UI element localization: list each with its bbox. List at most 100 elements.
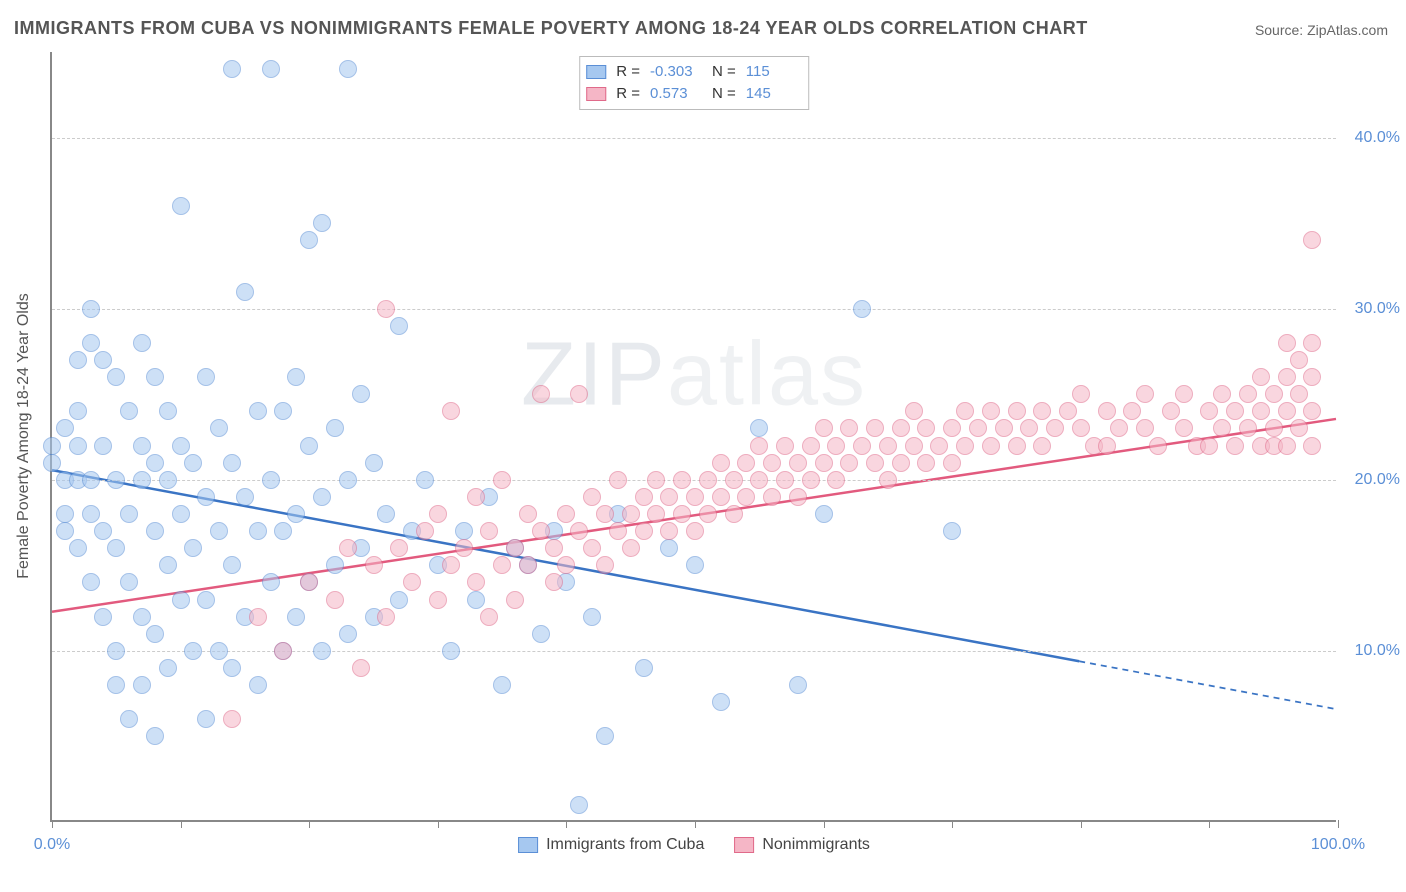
data-point [262, 471, 280, 489]
data-point [467, 488, 485, 506]
data-point [1110, 419, 1128, 437]
swatch-icon [586, 65, 606, 79]
data-point [943, 419, 961, 437]
source-credit: Source: ZipAtlas.com [1255, 22, 1388, 38]
data-point [583, 608, 601, 626]
data-point [223, 454, 241, 472]
data-point [982, 402, 1000, 420]
data-point [43, 437, 61, 455]
x-tick [309, 820, 310, 828]
swatch-icon [518, 837, 538, 853]
data-point [557, 505, 575, 523]
data-point [172, 197, 190, 215]
data-point [300, 231, 318, 249]
data-point [120, 710, 138, 728]
data-point [1265, 385, 1283, 403]
data-point [1059, 402, 1077, 420]
data-point [789, 454, 807, 472]
data-point [827, 437, 845, 455]
x-tick [1081, 820, 1082, 828]
data-point [596, 505, 614, 523]
data-point [969, 419, 987, 437]
legend-item-0: Immigrants from Cuba [518, 836, 704, 854]
data-point [159, 402, 177, 420]
data-point [532, 522, 550, 540]
data-point [326, 556, 344, 574]
data-point [532, 385, 550, 403]
data-point [776, 437, 794, 455]
x-tick [52, 820, 53, 828]
data-point [1239, 419, 1257, 437]
data-point [339, 60, 357, 78]
data-point [789, 488, 807, 506]
data-point [622, 539, 640, 557]
data-point [69, 402, 87, 420]
data-point [467, 573, 485, 591]
data-point [210, 419, 228, 437]
data-point [1033, 402, 1051, 420]
data-point [930, 437, 948, 455]
data-point [339, 471, 357, 489]
data-point [879, 437, 897, 455]
data-point [172, 505, 190, 523]
data-point [442, 402, 460, 420]
data-point [1098, 402, 1116, 420]
data-point [56, 419, 74, 437]
data-point [480, 608, 498, 626]
data-point [1072, 385, 1090, 403]
data-point [326, 419, 344, 437]
data-point [635, 659, 653, 677]
data-point [429, 505, 447, 523]
data-point [1072, 419, 1090, 437]
data-point [184, 454, 202, 472]
n-label: N = [712, 61, 736, 83]
data-point [737, 488, 755, 506]
data-point [223, 60, 241, 78]
y-tick-label: 30.0% [1355, 300, 1400, 318]
data-point [1213, 419, 1231, 437]
data-point [660, 539, 678, 557]
data-point [1162, 402, 1180, 420]
data-point [1278, 334, 1296, 352]
data-point [352, 659, 370, 677]
data-point [82, 300, 100, 318]
data-point [725, 505, 743, 523]
data-point [815, 419, 833, 437]
data-point [197, 368, 215, 386]
data-point [917, 454, 935, 472]
data-point [1303, 402, 1321, 420]
data-point [493, 676, 511, 694]
legend-label: Immigrants from Cuba [546, 836, 704, 854]
data-point [210, 522, 228, 540]
data-point [635, 488, 653, 506]
data-point [956, 402, 974, 420]
data-point [159, 556, 177, 574]
chart-container: IMMIGRANTS FROM CUBA VS NONIMMIGRANTS FE… [0, 0, 1406, 892]
data-point [339, 625, 357, 643]
n-value: 115 [746, 61, 798, 83]
data-point [107, 676, 125, 694]
data-point [352, 385, 370, 403]
data-point [377, 300, 395, 318]
data-point [1278, 402, 1296, 420]
data-point [146, 368, 164, 386]
data-point [326, 591, 344, 609]
source-link[interactable]: ZipAtlas.com [1307, 22, 1388, 38]
data-point [840, 454, 858, 472]
data-point [107, 539, 125, 557]
bottom-legend: Immigrants from Cuba Nonimmigrants [518, 836, 870, 854]
data-point [596, 727, 614, 745]
data-point [146, 625, 164, 643]
data-point [519, 505, 537, 523]
data-point [892, 419, 910, 437]
data-point [287, 368, 305, 386]
data-point [223, 659, 241, 677]
data-point [1226, 402, 1244, 420]
data-point [172, 437, 190, 455]
data-point [1008, 402, 1026, 420]
data-point [1136, 419, 1154, 437]
data-point [287, 505, 305, 523]
data-point [390, 591, 408, 609]
data-point [390, 539, 408, 557]
data-point [1149, 437, 1167, 455]
